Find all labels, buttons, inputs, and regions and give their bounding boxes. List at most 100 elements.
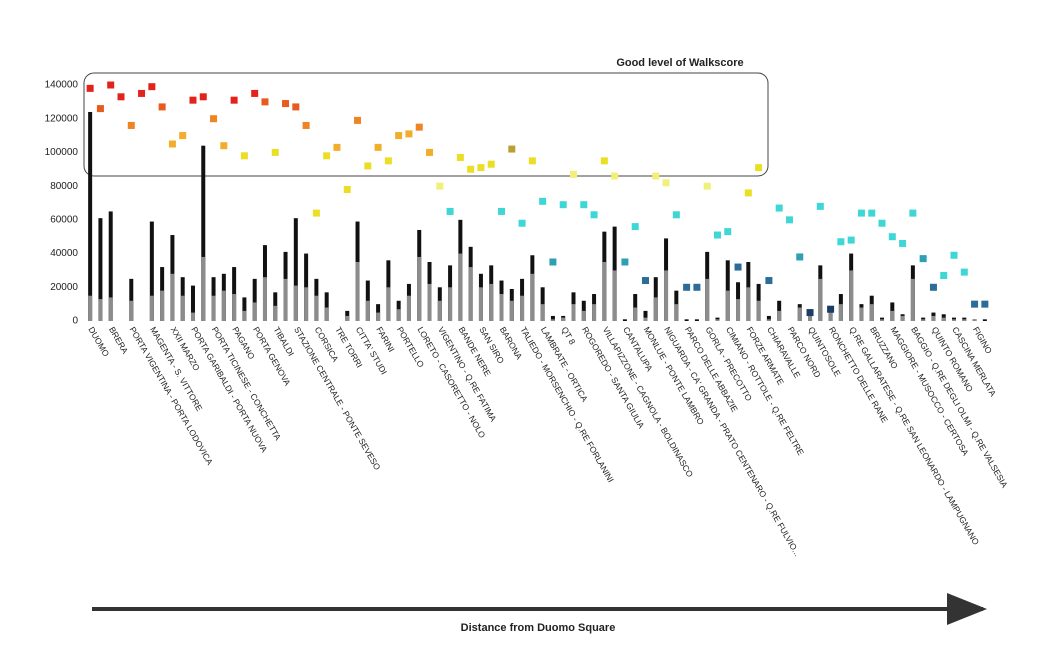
- marker: [86, 84, 94, 92]
- bar: [962, 317, 967, 321]
- marker: [426, 148, 434, 156]
- marker: [611, 172, 619, 180]
- marker: [683, 283, 691, 291]
- bar: [437, 300, 442, 321]
- bar: [190, 312, 195, 321]
- marker: [210, 115, 218, 123]
- bar: [478, 287, 483, 321]
- marker: [580, 201, 588, 209]
- marker: [796, 253, 804, 261]
- bar: [88, 111, 93, 321]
- bar: [386, 287, 391, 321]
- bar: [869, 304, 874, 321]
- bar: [252, 302, 257, 321]
- bar: [921, 319, 926, 321]
- marker: [785, 216, 793, 224]
- bar: [622, 319, 627, 321]
- marker: [971, 300, 979, 308]
- marker: [724, 228, 732, 236]
- marker: [199, 93, 207, 101]
- bar: [365, 300, 370, 321]
- bar: [427, 283, 432, 321]
- bar: [715, 319, 720, 321]
- bar: [561, 317, 566, 321]
- bar: [962, 319, 967, 321]
- marker: [343, 186, 351, 194]
- bar: [406, 295, 411, 321]
- bar: [746, 287, 751, 321]
- marker: [878, 219, 886, 227]
- bar: [756, 300, 761, 321]
- marker: [909, 209, 917, 217]
- bar: [592, 304, 597, 321]
- y-tick-label: 60000: [50, 214, 78, 225]
- marker: [539, 197, 547, 205]
- marker: [940, 271, 948, 279]
- marker: [405, 130, 413, 138]
- bar: [345, 315, 350, 321]
- bar: [376, 304, 381, 321]
- bar: [633, 307, 638, 321]
- bar: [818, 278, 823, 321]
- bar: [417, 256, 422, 321]
- marker: [559, 201, 567, 209]
- bar: [653, 297, 658, 321]
- bar: [149, 295, 154, 321]
- bar: [314, 295, 319, 321]
- marker: [168, 140, 176, 148]
- bar: [828, 312, 833, 321]
- marker: [302, 121, 310, 129]
- x-tick-label: QT 8: [559, 325, 577, 346]
- bar: [489, 283, 494, 321]
- marker: [230, 96, 238, 104]
- bar: [448, 287, 453, 321]
- bar: [643, 310, 648, 321]
- bar: [674, 304, 679, 321]
- bar: [180, 295, 185, 321]
- marker: [107, 81, 115, 89]
- bar: [242, 297, 247, 321]
- marker: [929, 283, 937, 291]
- bar: [900, 315, 905, 321]
- bar: [396, 309, 401, 321]
- bar: [694, 319, 699, 321]
- bar: [98, 299, 103, 321]
- bar: [304, 287, 309, 321]
- marker: [374, 143, 382, 151]
- marker: [312, 209, 320, 217]
- bar: [458, 253, 463, 321]
- bar: [160, 290, 165, 321]
- bar: [170, 273, 175, 321]
- marker: [652, 172, 660, 180]
- bar: [252, 278, 257, 321]
- bar: [880, 319, 885, 321]
- marker: [477, 164, 485, 172]
- marker: [271, 148, 279, 156]
- marker: [672, 211, 680, 219]
- marker: [138, 89, 146, 97]
- marker: [734, 263, 742, 271]
- marker: [127, 121, 135, 129]
- marker: [384, 157, 392, 165]
- bar: [293, 218, 298, 321]
- marker: [981, 300, 989, 308]
- bar: [509, 300, 514, 321]
- marker: [837, 238, 845, 246]
- bar: [849, 270, 854, 321]
- marker: [847, 236, 855, 244]
- marker: [857, 209, 865, 217]
- bar: [221, 290, 226, 321]
- bar: [931, 315, 936, 321]
- y-tick-label: 80000: [50, 181, 78, 192]
- marker: [261, 98, 269, 106]
- y-tick-label: 20000: [50, 282, 78, 293]
- marker: [518, 219, 526, 227]
- bar: [190, 285, 195, 321]
- marker: [189, 96, 197, 104]
- marker: [508, 145, 516, 153]
- bar: [211, 295, 216, 321]
- bar: [293, 285, 298, 321]
- bar: [921, 317, 926, 321]
- bar: [643, 317, 648, 321]
